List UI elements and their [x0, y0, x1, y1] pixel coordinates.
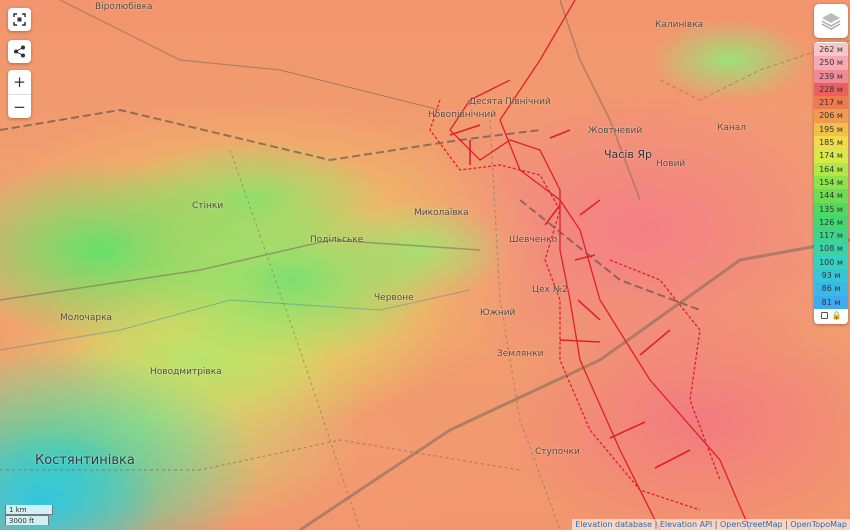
place-label: Червоне — [374, 293, 414, 303]
layers-icon — [821, 13, 841, 30]
front-line-dashed — [609, 259, 721, 481]
legend-item: 239 м — [814, 69, 848, 83]
attack-arrow — [654, 449, 691, 469]
legend-item: 206 м — [814, 109, 848, 123]
place-label: Шевченко — [509, 235, 558, 245]
zoom-out-button[interactable]: − — [8, 94, 31, 118]
scale-imperial: 3000 ft — [5, 515, 49, 525]
place-label: Жовтневий — [588, 126, 643, 136]
legend-item: 262 м — [814, 43, 848, 57]
attribution: Elevation database | Elevation API | Ope… — [572, 519, 850, 530]
place-label: Цех №2 — [532, 285, 568, 295]
attribution-link[interactable]: OpenStreetMap — [720, 520, 783, 529]
attack-arrow — [574, 254, 596, 261]
river — [0, 289, 471, 351]
front-line — [449, 79, 661, 530]
attribution-link[interactable]: OpenTopoMap — [790, 520, 847, 529]
fullscreen-button[interactable] — [8, 8, 31, 31]
place-label: Новодмитрівка — [150, 367, 222, 377]
share-button[interactable] — [8, 40, 31, 63]
railway — [0, 108, 541, 162]
attack-arrow — [579, 199, 601, 216]
legend-item: 126 м — [814, 215, 848, 230]
legend-item: 174 м — [814, 149, 848, 163]
legend-item: 250 м — [814, 56, 848, 70]
place-label: Канал — [717, 123, 747, 133]
legend-item: 108 м — [814, 242, 848, 256]
legend-item: 195 м — [814, 122, 848, 137]
fullscreen-icon — [13, 13, 26, 26]
legend-item: 185 м — [814, 136, 848, 150]
attack-arrow — [449, 124, 481, 136]
place-label: Ступочки — [535, 447, 580, 457]
place-label: Подільське — [310, 235, 364, 245]
front-line-dashed — [429, 99, 701, 511]
road — [0, 239, 481, 301]
road — [489, 119, 561, 530]
scale-bar: 1 km 3000 ft — [5, 505, 53, 525]
legend-item: 164 м — [814, 162, 848, 176]
legend-item: 154 м — [814, 175, 848, 190]
attribution-link[interactable]: Elevation database — [575, 520, 653, 529]
place-label: Молочарка — [60, 313, 113, 323]
legend-item: 228 м — [814, 82, 848, 97]
place-label: Віролюбівка — [95, 2, 153, 12]
attack-arrow — [544, 204, 561, 226]
scale-metric: 1 km — [5, 505, 53, 515]
city-label: Часів Яр — [604, 148, 652, 161]
attribution-link[interactable]: Elevation API — [659, 520, 713, 529]
road — [559, 0, 641, 201]
legend-item: 144 м — [814, 189, 848, 203]
legend-item: 81 м — [814, 295, 848, 309]
attack-arrow — [559, 339, 601, 343]
legend-item: 86 м — [814, 282, 848, 296]
legend-item: 117 м — [814, 229, 848, 243]
legend-item: 135 м — [814, 202, 848, 216]
front-line — [499, 0, 751, 530]
road — [0, 439, 521, 471]
legend-item: 217 м — [814, 96, 848, 110]
place-label: Южний — [480, 308, 516, 318]
road — [229, 149, 361, 530]
lock-icon[interactable]: 🔒 — [831, 311, 842, 321]
attack-arrow — [639, 329, 671, 356]
road — [659, 39, 850, 101]
layers-button[interactable] — [814, 4, 848, 38]
place-label: Новий — [656, 159, 686, 169]
attack-arrow — [549, 129, 571, 139]
place-label: Миколаївка — [414, 208, 469, 218]
road — [59, 0, 441, 111]
attack-arrow — [577, 299, 601, 321]
separator: | — [782, 520, 791, 529]
separator: | — [652, 520, 660, 529]
place-label: Північний — [505, 97, 551, 107]
place-label: Десята — [469, 97, 503, 107]
city-label: Костянтинівка — [35, 453, 135, 468]
elevation-legend: 262 м 250 м 239 м 228 м 217 м 206 м 195 м 185 м… — [814, 42, 848, 324]
legend-checkbox[interactable] — [820, 312, 828, 320]
railway — [519, 199, 701, 311]
place-label: Землянки — [497, 349, 544, 359]
legend-item: 100 м — [814, 255, 848, 270]
legend-item: 93 м — [814, 269, 848, 283]
share-icon — [14, 45, 25, 58]
place-label: Калинівка — [655, 20, 704, 30]
road — [299, 238, 850, 530]
place-label: Стінки — [192, 201, 224, 211]
place-label: Новопівнічний — [428, 110, 497, 120]
attack-arrow — [609, 421, 646, 439]
legend-footer: 🔒 — [814, 309, 848, 323]
zoom-in-button[interactable]: + — [13, 73, 26, 91]
zoom-control: + − — [8, 70, 31, 118]
separator: | — [712, 520, 720, 529]
